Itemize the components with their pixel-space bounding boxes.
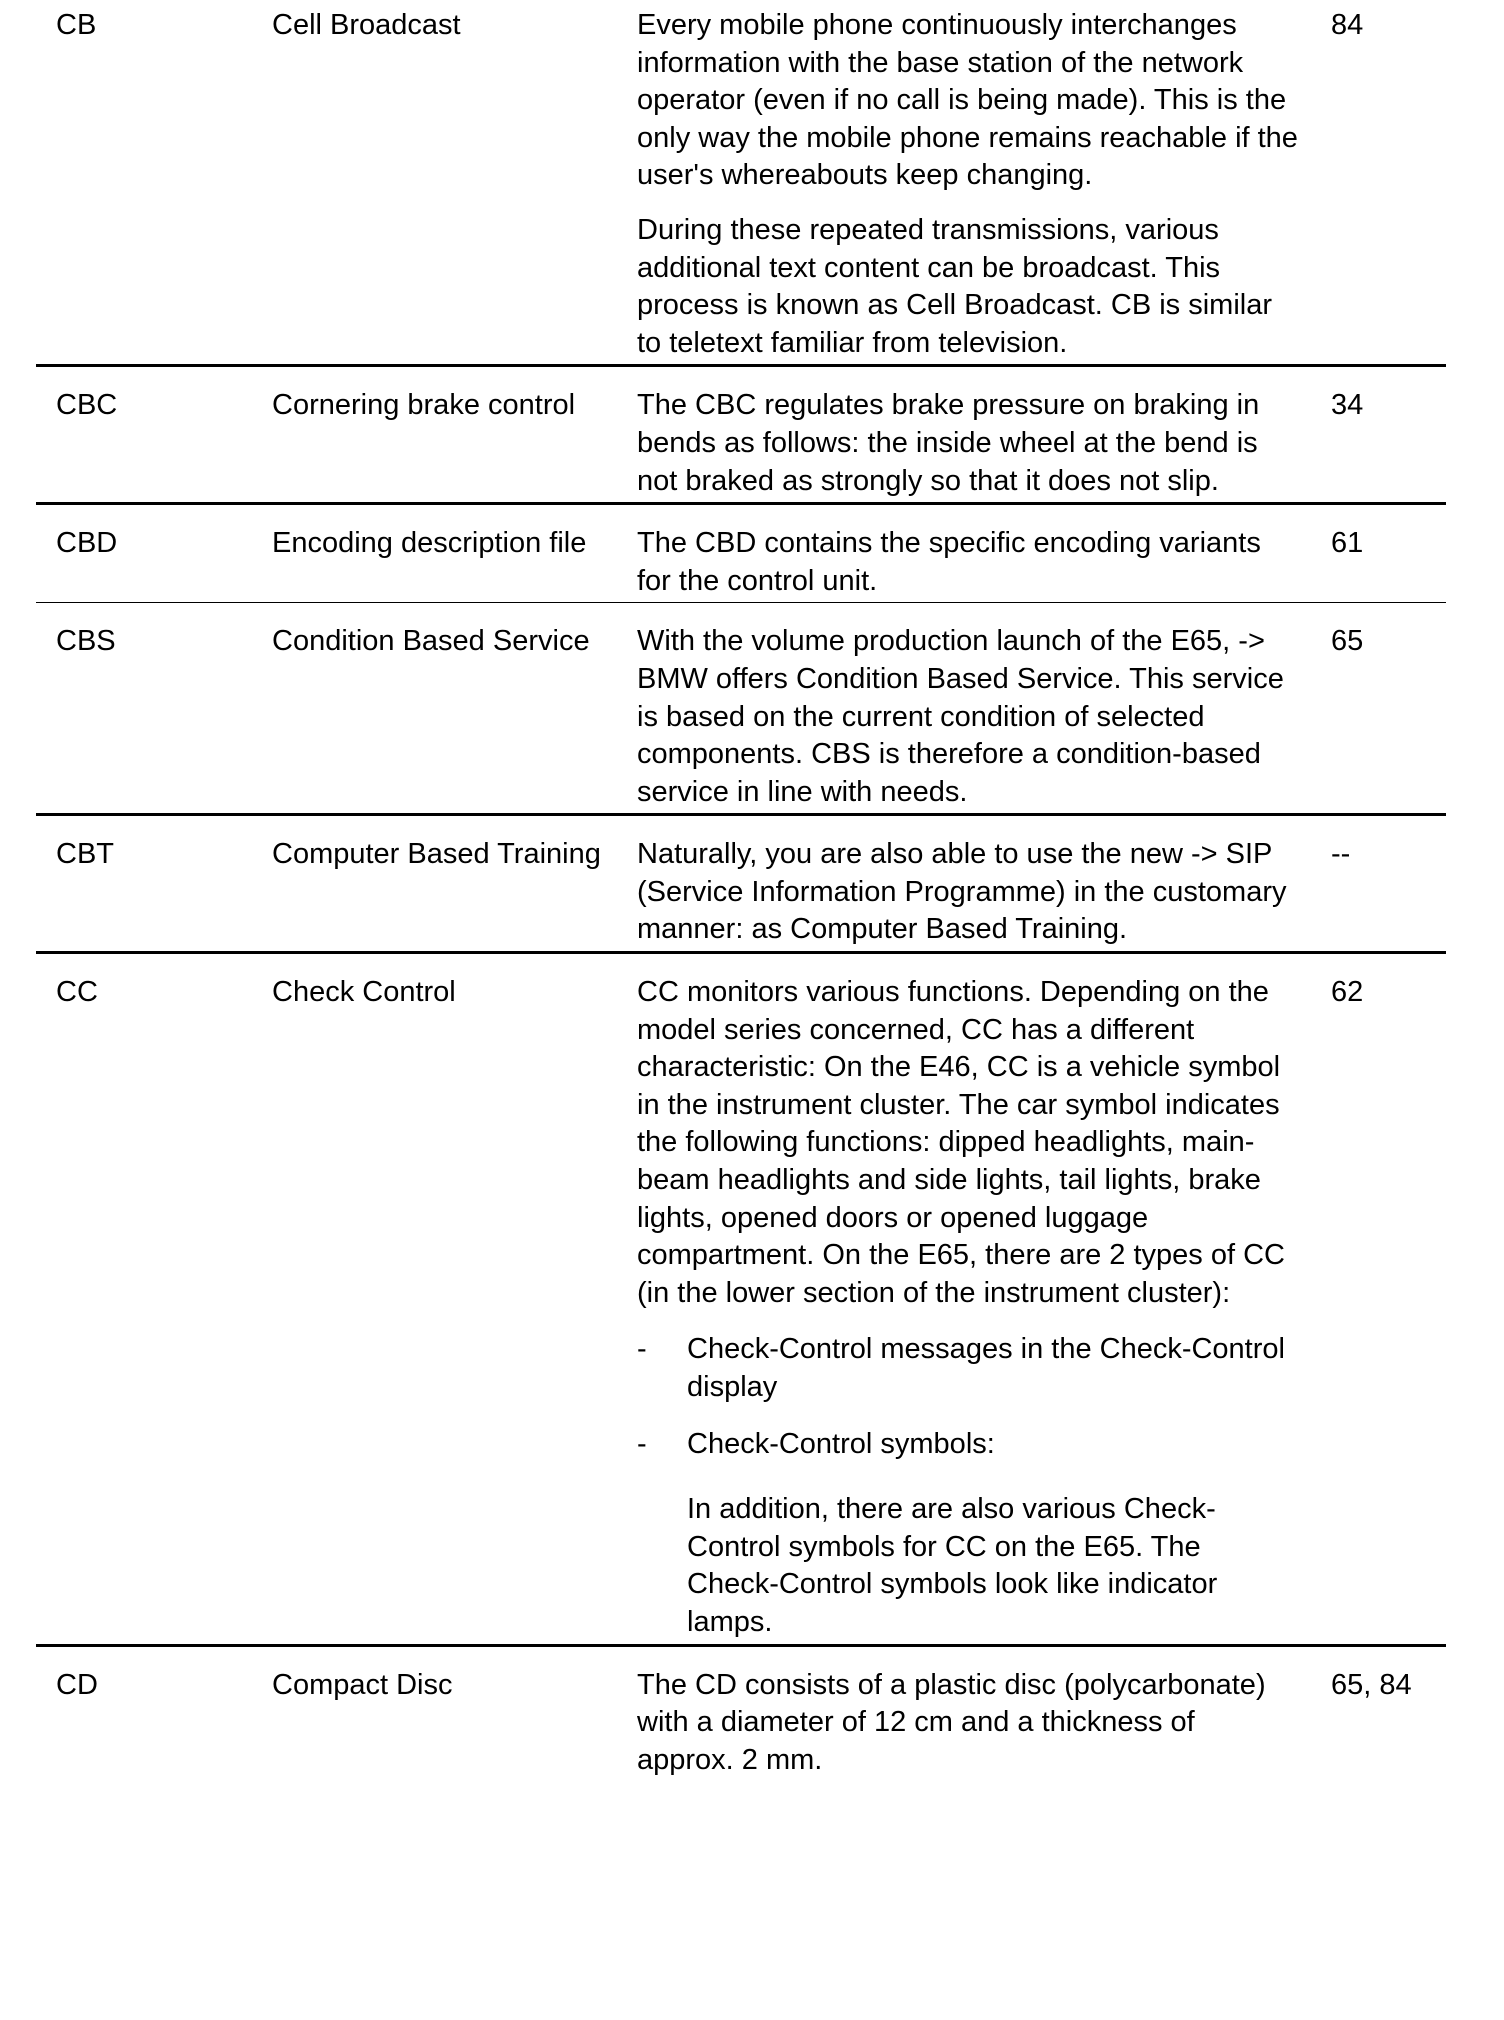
page-reference: 61 <box>1331 527 1364 560</box>
dash-bullet: - <box>637 1333 647 1366</box>
bullet-item: - Check-Control messages in the Check-Co… <box>637 1331 1299 1406</box>
dash-bullet: - <box>637 1427 647 1460</box>
table-row: CB Cell Broadcast Every mobile phone con… <box>36 0 1446 368</box>
description: With the volume production launch of the… <box>637 623 1299 811</box>
description-paragraph: The CBD contains the specific encoding v… <box>637 527 1261 597</box>
page-reference: -- <box>1331 838 1351 871</box>
bullet-item: - Check-Control symbols: <box>637 1426 1299 1464</box>
abbreviation: CBS <box>56 625 116 658</box>
description-paragraph: Naturally, you are also able to use the … <box>637 838 1287 946</box>
term: Encoding description file <box>272 527 587 560</box>
table-row: CD Compact Disc The CD consists of a pla… <box>36 1647 1446 1782</box>
page-reference: 65, 84 <box>1331 1668 1412 1701</box>
description: The CBC regulates brake pressure on brak… <box>637 387 1299 500</box>
indented-note: In addition, there are also various Chec… <box>687 1493 1218 1638</box>
page-reference: 62 <box>1331 976 1364 1009</box>
abbreviation: CBD <box>56 527 118 560</box>
description-paragraph: During these repeated transmissions, var… <box>637 213 1272 359</box>
description: The CD consists of a plastic disc (polyc… <box>637 1667 1299 1780</box>
description-paragraph: With the volume production launch of the… <box>637 625 1284 808</box>
term: Compact Disc <box>272 1668 453 1701</box>
abbreviation: CBT <box>56 838 114 871</box>
term: Check Control <box>272 976 456 1009</box>
term: Condition Based Service <box>272 625 590 658</box>
table-row: CBD Encoding description file The CBD co… <box>36 505 1446 604</box>
abbreviation: CBC <box>56 389 118 422</box>
term: Cornering brake control <box>272 389 576 422</box>
page-reference: 34 <box>1331 389 1364 422</box>
abbreviation: CB <box>56 9 97 41</box>
description-paragraph: The CBC regulates brake pressure on brak… <box>637 389 1260 497</box>
page-reference: 84 <box>1331 9 1364 41</box>
description: The CBD contains the specific encoding v… <box>637 525 1299 600</box>
page-reference: 65 <box>1331 625 1364 658</box>
abbreviation: CD <box>56 1668 98 1701</box>
description-paragraph: Every mobile phone continuously intercha… <box>637 9 1298 192</box>
description-paragraph: CC monitors various functions. Depending… <box>637 976 1285 1309</box>
glossary-table: CB Cell Broadcast Every mobile phone con… <box>36 0 1446 1781</box>
table-row: CBS Condition Based Service With the vol… <box>36 603 1446 817</box>
abbreviation: CC <box>56 976 98 1009</box>
table-row: CBC Cornering brake control The CBC regu… <box>36 367 1446 506</box>
term: Cell Broadcast <box>272 9 461 41</box>
bullet-text: Check-Control messages in the Check-Cont… <box>687 1333 1285 1403</box>
description: Every mobile phone continuously intercha… <box>637 7 1299 362</box>
description: CC monitors various functions. Depending… <box>637 974 1299 1642</box>
table-row: CC Check Control CC monitors various fun… <box>36 954 1446 1647</box>
table-row: CBT Computer Based Training Naturally, y… <box>36 816 1446 955</box>
term: Computer Based Training <box>272 838 601 871</box>
description-paragraph: The CD consists of a plastic disc (polyc… <box>637 1668 1266 1776</box>
bullet-text: Check-Control symbols: <box>687 1427 995 1460</box>
description: Naturally, you are also able to use the … <box>637 836 1299 949</box>
